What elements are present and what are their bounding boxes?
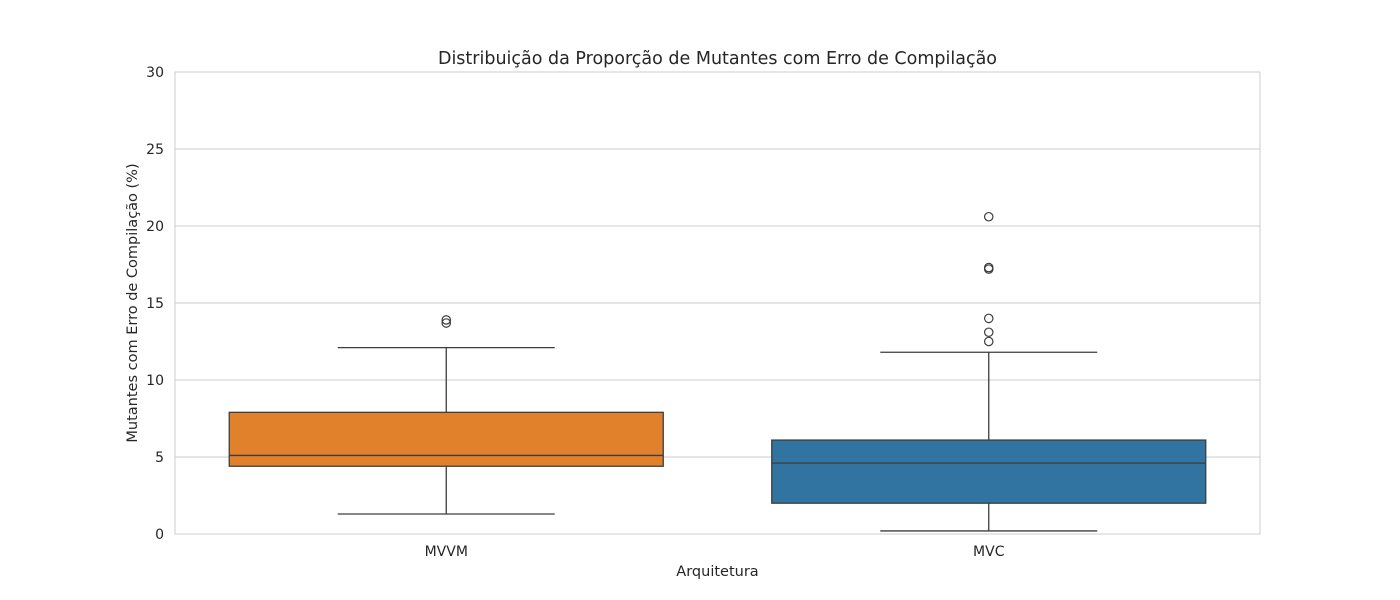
outlier-point [983, 262, 994, 273]
y-tick-label: 0 [155, 527, 164, 543]
y-axis-title: Mutantes com Erro de Compilação (%) [125, 163, 141, 442]
x-tick-label: MVVM [425, 544, 468, 560]
iqr-box [771, 439, 1207, 504]
y-tick-label: 5 [155, 450, 164, 466]
y-tick-label: 25 [146, 142, 164, 158]
outlier-point [983, 211, 994, 222]
x-tick-label: MVC [973, 544, 1005, 560]
chart-title: Distribuição da Proporção de Mutantes co… [438, 49, 997, 69]
plot-area-frame [174, 71, 1261, 535]
box-mvvm [228, 315, 664, 515]
y-tick-label: 10 [146, 373, 164, 389]
axis-ticks: 0 5 10 15 20 25 30 MVVM MVC [146, 65, 1005, 560]
y-tick-label: 30 [146, 65, 164, 81]
box-series [228, 211, 1207, 532]
iqr-box [228, 411, 664, 467]
y-tick-label: 15 [146, 296, 164, 312]
y-tick-label: 20 [146, 219, 164, 235]
outlier-point [983, 327, 994, 338]
outlier-point [983, 336, 994, 347]
outlier-point [983, 313, 994, 324]
outlier-point [441, 315, 452, 325]
box-mvc [771, 211, 1207, 532]
outlier-point [441, 318, 452, 328]
x-axis-title: Arquitetura [676, 564, 758, 580]
